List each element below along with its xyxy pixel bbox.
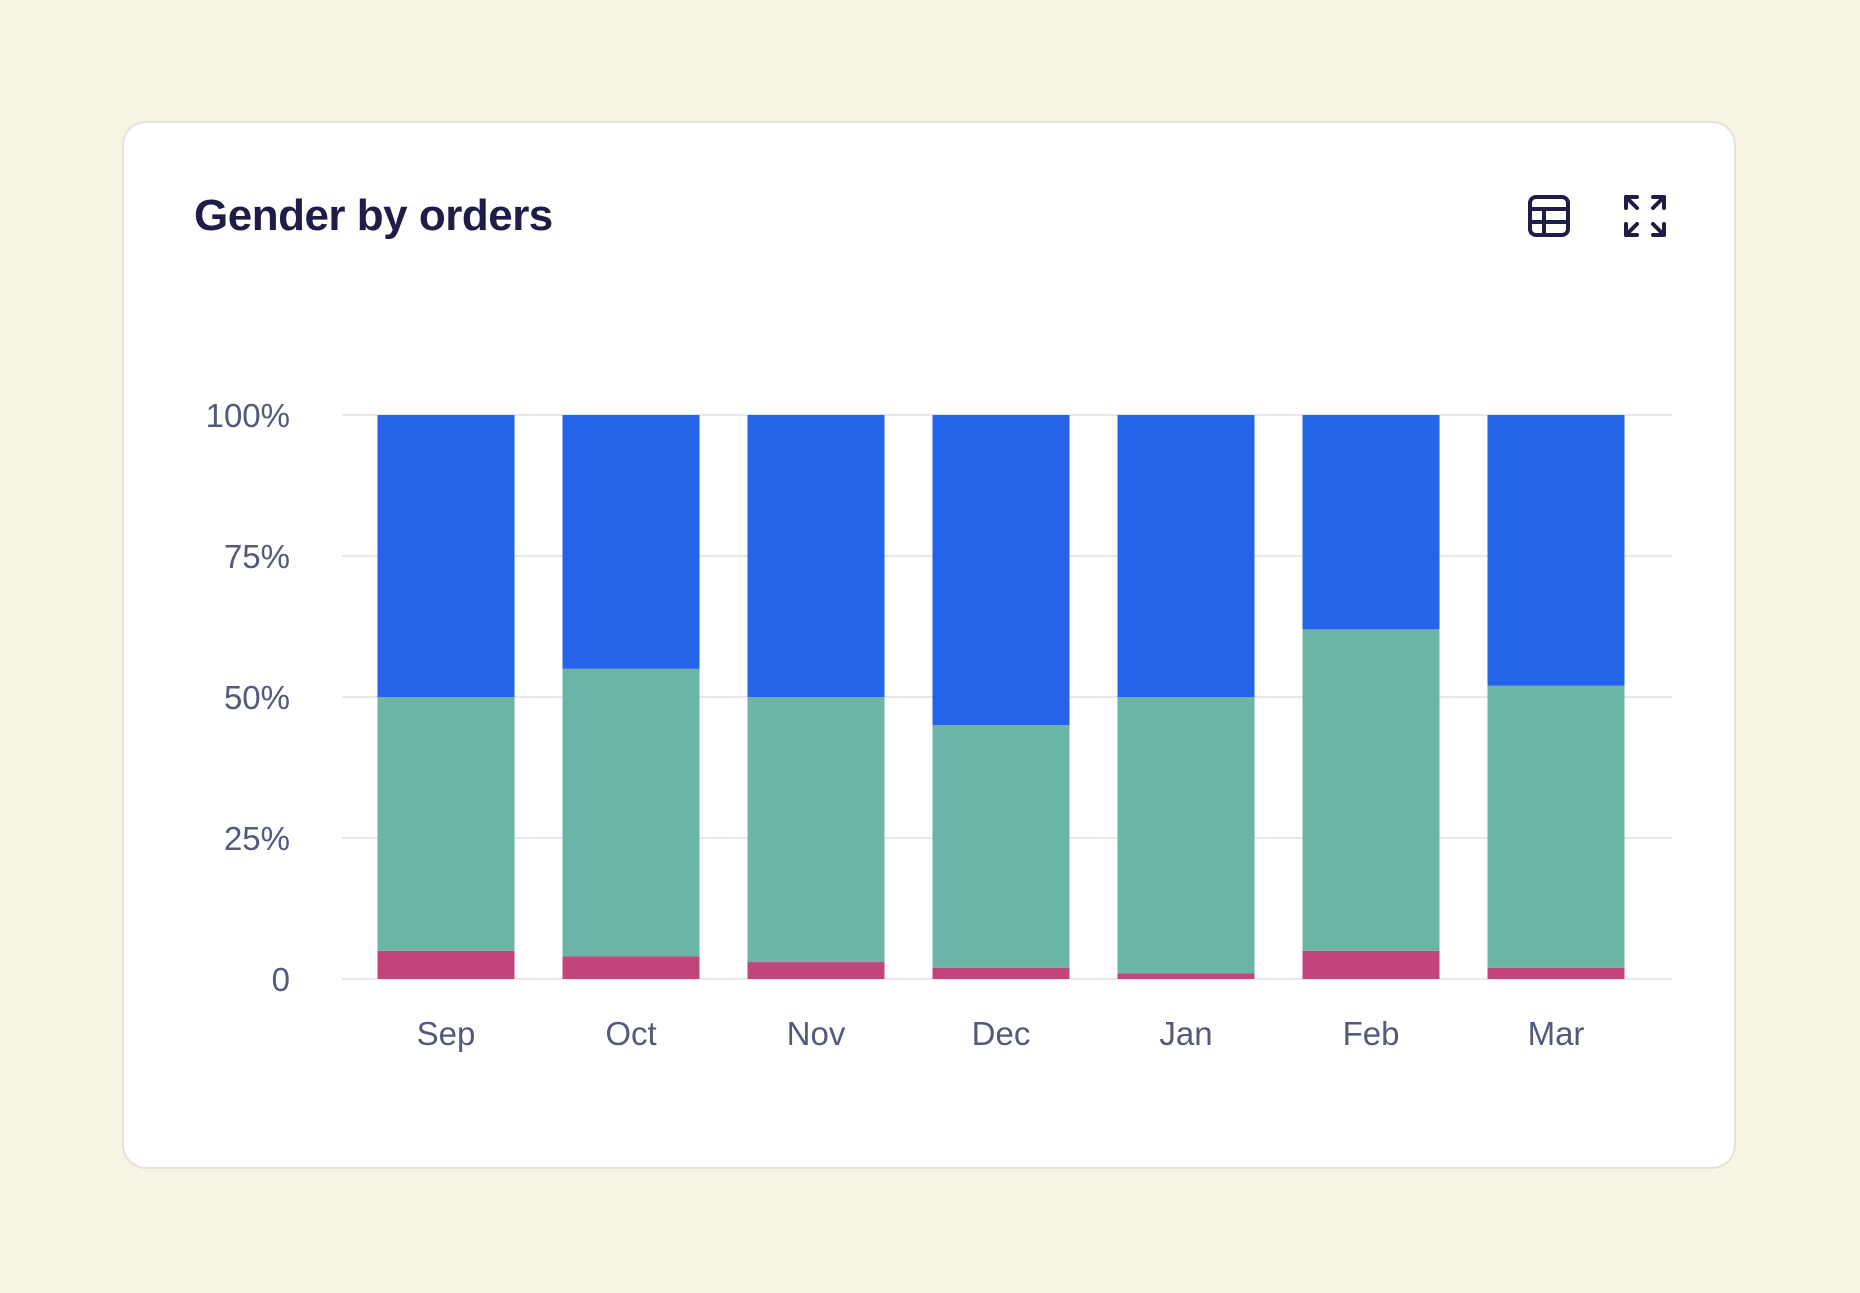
bar-segment-jan-s3 bbox=[1117, 415, 1255, 697]
bar-segment-nov-s1 bbox=[747, 962, 885, 979]
bar-segment-nov-s2 bbox=[747, 697, 885, 963]
table-view-button[interactable] bbox=[1524, 191, 1574, 241]
x-tick-label: Jan bbox=[1159, 1015, 1212, 1052]
bar-segment-sep-s3 bbox=[377, 415, 515, 697]
y-tick-label: 25% bbox=[224, 820, 290, 857]
bar-segment-jan-s1 bbox=[1117, 973, 1255, 979]
bar-segment-feb-s2 bbox=[1302, 629, 1440, 951]
bar-segment-mar-s3 bbox=[1487, 415, 1625, 686]
bar-segment-dec-s2 bbox=[932, 725, 1070, 968]
bar-segment-mar-s1 bbox=[1487, 967, 1625, 979]
bar-segment-dec-s1 bbox=[932, 967, 1070, 979]
bar-segment-oct-s2 bbox=[562, 668, 700, 957]
bar-segment-oct-s1 bbox=[562, 956, 700, 979]
bar-segment-nov-s3 bbox=[747, 415, 885, 697]
x-tick-label: Feb bbox=[1343, 1015, 1400, 1052]
bar-segment-feb-s1 bbox=[1302, 950, 1440, 979]
bar-segment-dec-s3 bbox=[932, 415, 1070, 726]
bar-segment-feb-s3 bbox=[1302, 415, 1440, 630]
bar-segment-sep-s1 bbox=[377, 950, 515, 979]
chart-title: Gender by orders bbox=[194, 191, 553, 240]
table-icon bbox=[1528, 195, 1570, 237]
y-tick-label: 100% bbox=[206, 397, 290, 434]
y-tick-label: 0 bbox=[272, 961, 290, 998]
bar-segment-mar-s2 bbox=[1487, 685, 1625, 968]
x-tick-label: Oct bbox=[605, 1015, 656, 1052]
bar-segment-sep-s2 bbox=[377, 697, 515, 951]
bar-segment-jan-s2 bbox=[1117, 697, 1255, 974]
x-tick-label: Nov bbox=[787, 1015, 846, 1052]
chart-card: Gender by orders 0 25% 50% 75% 100% Sep Oct Nov… bbox=[122, 121, 1736, 1169]
y-tick-label: 50% bbox=[224, 679, 290, 716]
x-tick-label: Sep bbox=[417, 1015, 476, 1052]
stacked-bar-chart: 0 25% 50% 75% 100% Sep Oct Nov Dec Jan Feb Mar bbox=[206, 397, 1672, 1052]
expand-button[interactable] bbox=[1620, 191, 1670, 241]
x-tick-label: Mar bbox=[1528, 1015, 1585, 1052]
y-tick-label: 75% bbox=[224, 538, 290, 575]
x-tick-label: Dec bbox=[972, 1015, 1031, 1052]
expand-icon bbox=[1624, 195, 1666, 237]
bar-segment-oct-s3 bbox=[562, 415, 700, 669]
